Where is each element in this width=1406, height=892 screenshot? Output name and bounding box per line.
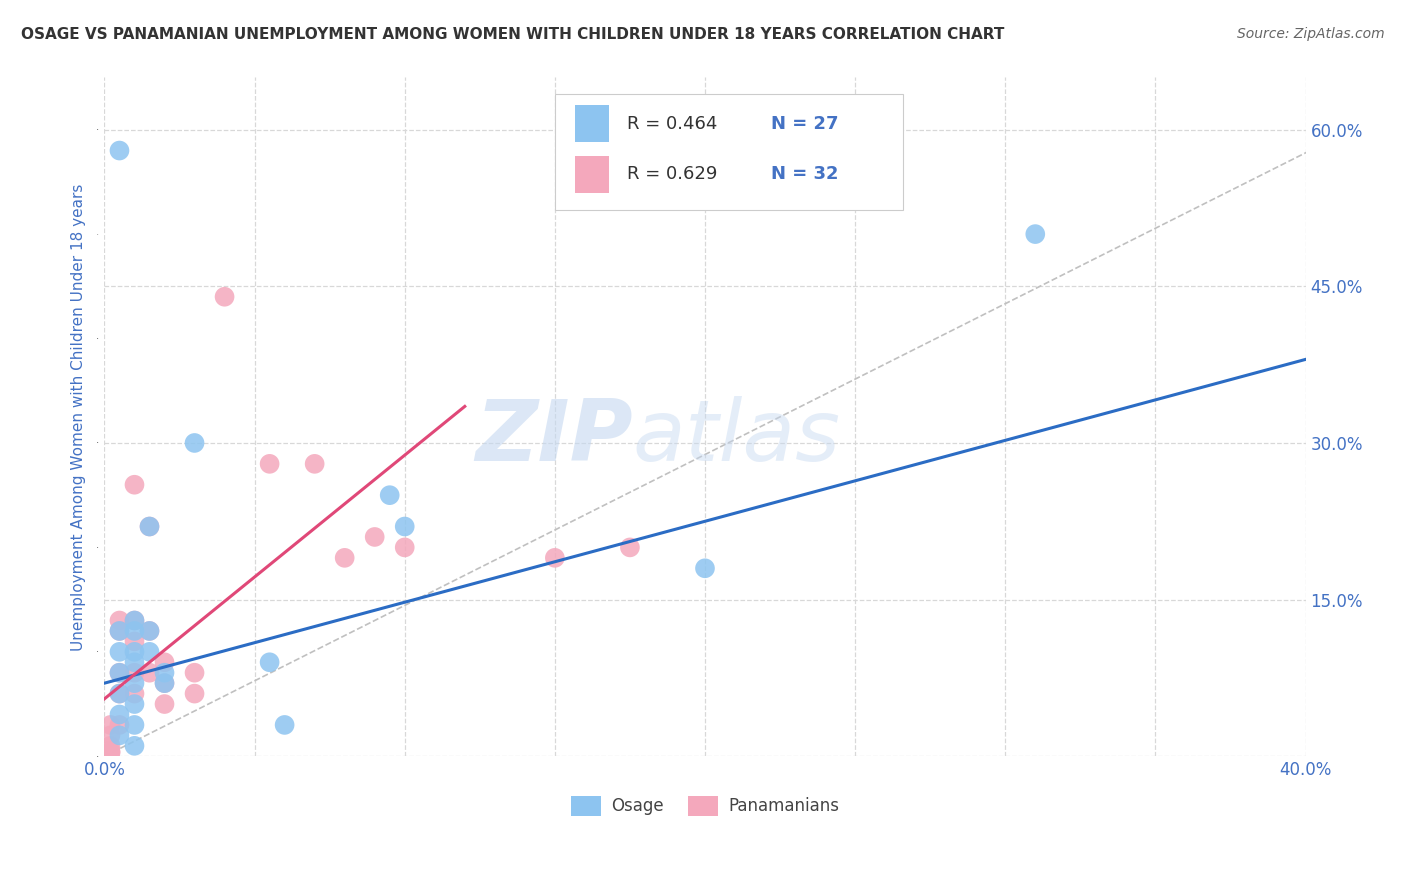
Point [124, 655, 146, 669]
Text: N = 27: N = 27 [770, 114, 838, 133]
Point [108, 614, 131, 628]
Point [153, 676, 176, 690]
Point [124, 665, 146, 680]
FancyBboxPatch shape [575, 104, 609, 142]
Point [124, 718, 146, 732]
Point [183, 436, 205, 450]
Point [619, 541, 641, 555]
Point [153, 697, 176, 711]
Point [153, 655, 176, 669]
Point [259, 457, 281, 471]
Point [183, 665, 205, 680]
Point [108, 144, 131, 158]
Point [124, 645, 146, 659]
Point [108, 687, 131, 701]
Point [100, 746, 122, 760]
Point [273, 718, 295, 732]
Point [378, 488, 401, 502]
Point [124, 614, 146, 628]
Point [100, 745, 122, 759]
Point [108, 665, 131, 680]
Point [100, 744, 122, 758]
Point [108, 687, 131, 701]
Point [108, 728, 131, 742]
Text: N = 32: N = 32 [770, 165, 838, 183]
Point [544, 550, 567, 565]
Point [138, 519, 160, 533]
Point [108, 645, 131, 659]
Point [138, 624, 160, 638]
Point [304, 457, 326, 471]
Point [108, 624, 131, 638]
Point [259, 655, 281, 669]
FancyBboxPatch shape [555, 95, 903, 210]
Text: ZIP: ZIP [475, 396, 633, 479]
Point [124, 676, 146, 690]
FancyBboxPatch shape [575, 155, 609, 193]
Point [124, 477, 146, 491]
Point [124, 687, 146, 701]
Text: R = 0.464: R = 0.464 [627, 114, 717, 133]
Point [100, 718, 122, 732]
Point [124, 739, 146, 753]
Point [100, 739, 122, 753]
Point [333, 550, 356, 565]
Text: R = 0.629: R = 0.629 [627, 165, 717, 183]
Point [693, 561, 716, 575]
Point [138, 645, 160, 659]
Point [124, 624, 146, 638]
Point [364, 530, 387, 544]
Point [138, 624, 160, 638]
Text: atlas: atlas [633, 396, 841, 479]
Y-axis label: Unemployment Among Women with Children Under 18 years: Unemployment Among Women with Children U… [72, 183, 86, 650]
Point [394, 541, 416, 555]
Point [183, 687, 205, 701]
Point [124, 697, 146, 711]
Point [138, 519, 160, 533]
Point [108, 707, 131, 722]
Point [153, 665, 176, 680]
Legend: Osage, Panamanians: Osage, Panamanians [564, 789, 846, 822]
Point [214, 290, 236, 304]
Point [100, 728, 122, 742]
Point [124, 614, 146, 628]
Point [153, 676, 176, 690]
Point [394, 519, 416, 533]
Point [108, 624, 131, 638]
Point [108, 665, 131, 680]
Point [1024, 227, 1046, 241]
Text: OSAGE VS PANAMANIAN UNEMPLOYMENT AMONG WOMEN WITH CHILDREN UNDER 18 YEARS CORREL: OSAGE VS PANAMANIAN UNEMPLOYMENT AMONG W… [21, 27, 1004, 42]
Point [124, 634, 146, 648]
Text: Source: ZipAtlas.com: Source: ZipAtlas.com [1237, 27, 1385, 41]
Point [138, 665, 160, 680]
Point [108, 718, 131, 732]
